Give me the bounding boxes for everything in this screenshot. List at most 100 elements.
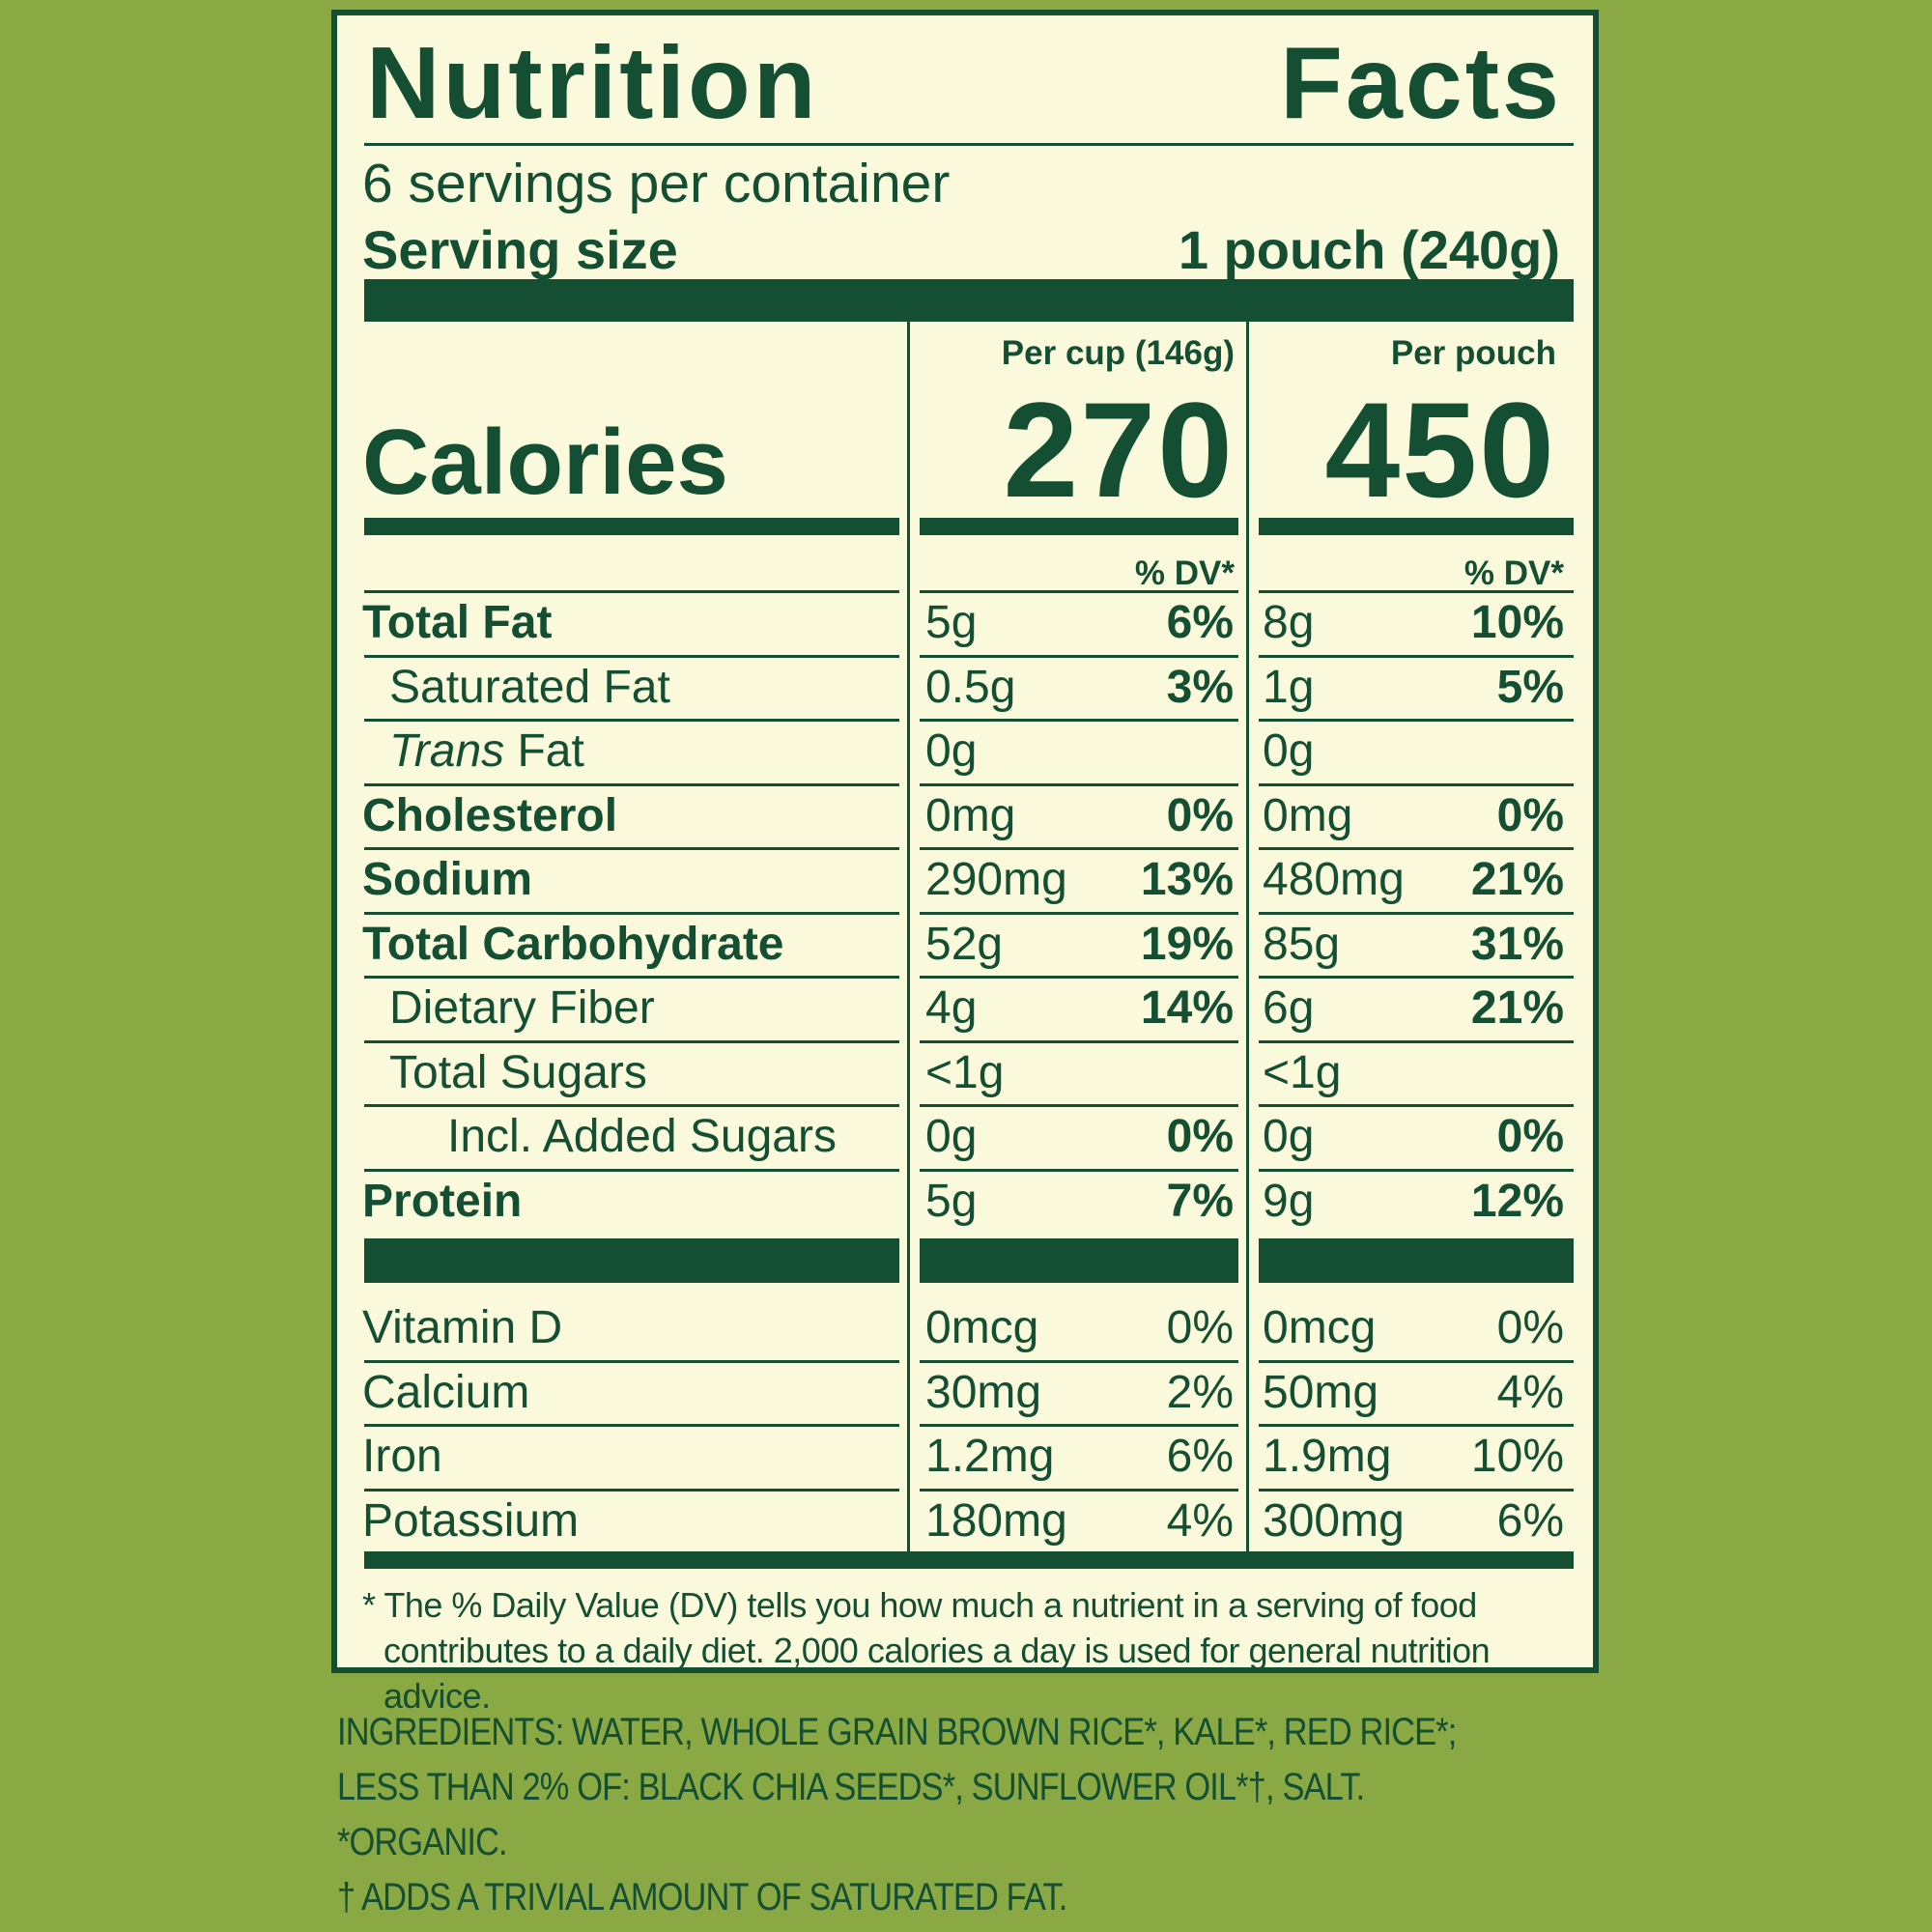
nutrient-row-rule (920, 719, 1238, 722)
nutrient-col2-amount: 8g (1263, 597, 1315, 648)
calories-rule-name (364, 518, 899, 535)
ingredients-line-2: LESS THAN 2% OF: BLACK CHIA SEEDS*, SUNF… (337, 1766, 1365, 1808)
nutrient-row-rule (1259, 719, 1574, 722)
nutrient-name-italic: Trans (389, 725, 505, 777)
nutrient-col2-dv: 0% (1496, 789, 1564, 841)
vitamin-col1-amount: 1.2mg (925, 1431, 1055, 1482)
nutrient-col1-dv: 6% (1166, 597, 1234, 648)
vitamin-row-rule (920, 1359, 1238, 1363)
label-title: Nutrition Facts (337, 15, 1593, 146)
vitamin-col2-amount: 300mg (1263, 1494, 1405, 1547)
nutrient-col1-dv: 3% (1166, 661, 1234, 713)
calories-label: Calories (362, 411, 728, 514)
vitamin-name: Vitamin D (362, 1302, 563, 1353)
vitamin-row-rule (364, 1359, 899, 1363)
nutrient-col2-dv: 5% (1496, 661, 1564, 713)
nutrient-col2-dv: 10% (1470, 597, 1564, 648)
calories-rule-col1 (920, 518, 1238, 535)
title-nutrition: Nutrition (366, 26, 819, 140)
dv-footnote: * The % Daily Value (DV) tells you how m… (362, 1582, 1570, 1719)
nutrient-col1-amount: 0mg (925, 789, 1016, 841)
nutrient-col1-amount: 4g (925, 982, 978, 1034)
nutrient-col1-amount: 290mg (925, 854, 1067, 905)
nutrient-col2-amount: 0g (1263, 725, 1315, 777)
nutrient-row-rule (1259, 1104, 1574, 1107)
nutrient-row-rule (920, 976, 1238, 979)
nutrient-row-rule (364, 590, 899, 593)
title-facts: Facts (1280, 26, 1562, 140)
vitamin-name: Potassium (362, 1494, 580, 1547)
vitamin-col2-amount: 1.9mg (1263, 1431, 1392, 1482)
footnote-line-1: * The % Daily Value (DV) tells you how m… (362, 1585, 1477, 1625)
nutrient-row-rule (364, 654, 899, 658)
vitamin-col1-amount: 0mcg (925, 1302, 1039, 1353)
col1-heading: Per cup (146g) (1001, 334, 1235, 372)
nutrient-name: Trans Fat (389, 728, 584, 775)
nutrient-row-rule (920, 1104, 1238, 1107)
vitamin-col2-dv: 4% (1496, 1366, 1564, 1418)
vitamin-col1-amount: 30mg (925, 1366, 1042, 1418)
vitamin-row-rule (1259, 1488, 1574, 1492)
col2-heading: Per pouch (1390, 334, 1556, 372)
nutrient-row-rule (364, 976, 899, 979)
vitamin-col2-amount: 50mg (1263, 1366, 1379, 1418)
nutrient-row-rule (1259, 782, 1574, 786)
nutrient-row-rule (920, 590, 1238, 593)
nutrient-row-rule (1259, 590, 1574, 593)
vitamin-col2-dv: 10% (1470, 1431, 1564, 1482)
nutrient-col2-amount: 6g (1263, 982, 1315, 1034)
nutrient-col1-amount: 0g (925, 1111, 978, 1162)
nutrient-name-rest: Fat (504, 725, 584, 777)
vitamin-row-rule (1259, 1424, 1574, 1427)
nutrient-col2-amount: 85g (1263, 918, 1341, 970)
footnote-line-2: contributes to a daily diet. 2,000 calor… (384, 1631, 1491, 1716)
vitamin-row-rule (920, 1488, 1238, 1492)
footnote-rule (364, 1551, 1574, 1569)
nutrient-row-rule (364, 911, 899, 915)
vitamin-col2-amount: 0mcg (1263, 1302, 1377, 1353)
serving-size-label: Serving size (362, 219, 678, 280)
nutrient-row-rule (920, 1168, 1238, 1172)
nutrient-col1-dv: 0% (1166, 789, 1234, 841)
nutrient-col1-amount: 0g (925, 725, 978, 777)
title-rule (364, 143, 1574, 146)
serving-thick-rule (364, 279, 1574, 322)
nutrient-row-rule (920, 911, 1238, 915)
nutrient-col1-dv: 13% (1140, 854, 1234, 905)
nutrition-facts-label: Nutrition Facts 6 servings per container… (331, 10, 1599, 1716)
nutrient-name: Total Sugars (389, 1046, 647, 1098)
nutrient-row-rule (364, 847, 899, 850)
nutrient-col2-amount: 0g (1263, 1111, 1315, 1162)
nutrient-row-rule (1259, 911, 1574, 915)
nutrient-row-rule (1259, 847, 1574, 850)
nutrient-col2-amount: 0mg (1263, 789, 1353, 841)
nutrient-col2-dv: 12% (1470, 1175, 1564, 1227)
nutrient-name: Saturated Fat (389, 661, 670, 713)
nutrient-col1-dv: 7% (1166, 1175, 1234, 1227)
nutrient-col2-dv: 21% (1470, 982, 1564, 1034)
nutrient-row-rule (920, 847, 1238, 850)
nutrient-col1-amount: 0.5g (925, 661, 1016, 713)
nutrient-name: Sodium (362, 854, 532, 905)
col2-dv-heading: % DV* (1463, 554, 1564, 592)
nutrient-row-rule (364, 719, 899, 722)
vitamin-thick-rule-col2 (1259, 1238, 1574, 1283)
vitamin-thick-rule-col1 (920, 1238, 1238, 1283)
nutrient-name: Dietary Fiber (389, 982, 655, 1034)
nutrient-row-rule (1259, 976, 1574, 979)
nutrient-col1-amount: <1g (925, 1046, 1005, 1098)
calories-rule-col2 (1259, 518, 1574, 535)
nutrient-col1-dv: 14% (1140, 982, 1234, 1034)
nutrient-row-rule (920, 654, 1238, 658)
vitamin-row-rule (1259, 1359, 1574, 1363)
nutrient-name: Cholesterol (362, 789, 618, 841)
vitamin-col1-dv: 6% (1166, 1431, 1234, 1482)
column-divider-1 (907, 322, 910, 1551)
nutrient-col2-dv: 31% (1470, 918, 1564, 970)
vitamin-row-rule (920, 1424, 1238, 1427)
vitamin-col1-dv: 4% (1166, 1494, 1234, 1547)
vitamin-row-rule (364, 1424, 899, 1427)
ingredients-line-1: INGREDIENTS: WATER, WHOLE GRAIN BROWN RI… (337, 1711, 1457, 1753)
nutrient-col2-amount: <1g (1263, 1046, 1342, 1098)
nutrient-row-rule (364, 782, 899, 786)
